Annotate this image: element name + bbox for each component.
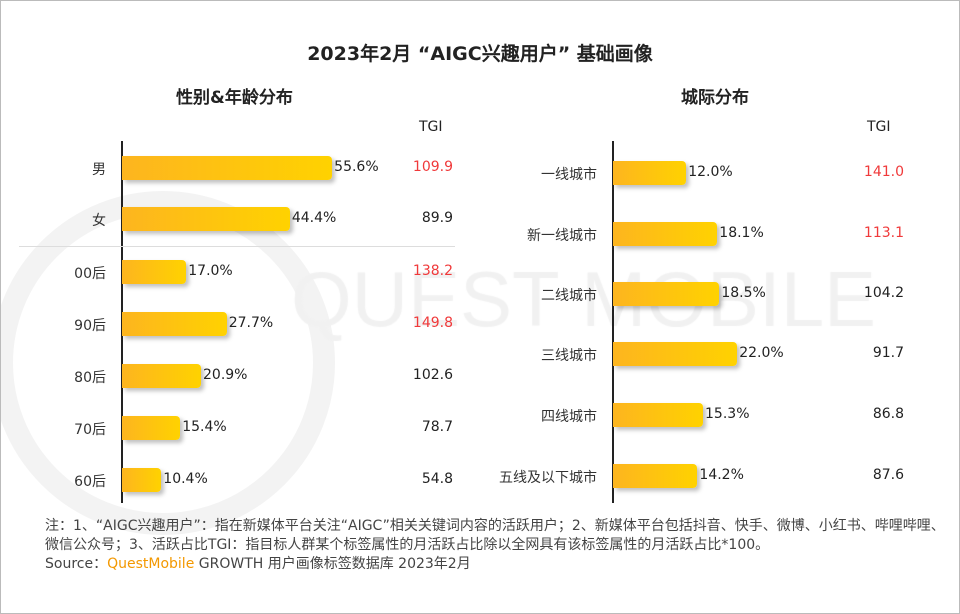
tgi-value: 86.8 <box>872 406 904 422</box>
footnote: 注：1、“AIGC兴趣用户”：指在新媒体平台关注“AIGC”相关关键词内容的活跃… <box>45 517 945 574</box>
value-label: 10.4% <box>163 471 208 487</box>
value-label: 17.0% <box>188 263 233 279</box>
value-label: 15.3% <box>705 406 750 422</box>
tgi-value: 78.7 <box>421 419 453 435</box>
category-label: 五线及以下城市 <box>499 470 597 486</box>
value-label: 44.4% <box>291 210 337 226</box>
category-label: 90后 <box>74 318 106 334</box>
category-label: 70后 <box>74 422 106 438</box>
tgi-value: 104.2 <box>863 285 904 301</box>
value-label: 27.7% <box>228 315 274 331</box>
right-axis <box>612 141 614 503</box>
tgi-value: 54.8 <box>421 471 453 487</box>
bar <box>613 161 687 185</box>
tgi-value: 149.8 <box>412 315 453 331</box>
bar <box>613 222 718 246</box>
tgi-value: 138.2 <box>412 263 453 279</box>
right-tgi-header: TGI <box>867 119 891 135</box>
value-label: 14.2% <box>699 467 744 483</box>
value-label: 22.0% <box>739 345 784 361</box>
category-label: 60后 <box>74 474 106 490</box>
source-brand: QuestMobile <box>107 556 195 572</box>
tgi-value: 141.0 <box>863 164 904 180</box>
tgi-value: 89.9 <box>421 210 453 226</box>
page-title: 2023年2月 “AIGC兴趣用户” 基础画像 <box>307 43 653 65</box>
value-label: 12.0% <box>688 164 733 180</box>
value-label: 18.5% <box>721 285 766 301</box>
divider <box>19 246 455 247</box>
tgi-value: 87.6 <box>872 467 904 483</box>
tgi-value: 91.7 <box>872 345 904 361</box>
bar <box>122 416 181 440</box>
value-label: 15.4% <box>182 419 227 435</box>
bar <box>122 260 187 284</box>
source-prefix: Source： <box>45 556 108 572</box>
source-line: Source：QuestMobile GROWTH 用户画像标签数据库 2023… <box>45 555 945 574</box>
category-label: 男 <box>92 162 106 178</box>
category-label: 80后 <box>74 370 106 386</box>
bar <box>613 282 720 306</box>
category-label: 三线城市 <box>541 348 597 364</box>
note-text: 注：1、“AIGC兴趣用户”：指在新媒体平台关注“AIGC”相关关键词内容的活跃… <box>45 518 945 553</box>
bar <box>613 403 704 427</box>
category-label: 四线城市 <box>541 409 597 425</box>
left-tgi-header: TGI <box>419 119 443 135</box>
bar <box>122 207 290 231</box>
tgi-value: 113.1 <box>863 225 904 241</box>
category-label: 新一线城市 <box>527 228 597 244</box>
category-label: 女 <box>92 213 106 229</box>
bar <box>122 364 201 388</box>
tgi-value: 109.9 <box>412 159 453 175</box>
tgi-value: 102.6 <box>412 367 453 383</box>
right-chart-title: 城际分布 <box>681 88 749 108</box>
bar <box>122 312 227 336</box>
bar <box>122 156 333 180</box>
bar <box>613 342 738 366</box>
source-suffix: GROWTH 用户画像标签数据库 2023年2月 <box>194 556 471 572</box>
value-label: 55.6% <box>334 159 379 175</box>
bar <box>122 468 162 492</box>
value-label: 20.9% <box>203 367 248 383</box>
left-chart-title: 性别&年龄分布 <box>176 88 293 108</box>
bar <box>613 464 698 488</box>
category-label: 一线城市 <box>541 167 597 183</box>
left-axis <box>121 141 123 503</box>
category-label: 00后 <box>74 266 106 282</box>
value-label: 18.1% <box>719 225 764 241</box>
category-label: 二线城市 <box>541 288 597 304</box>
